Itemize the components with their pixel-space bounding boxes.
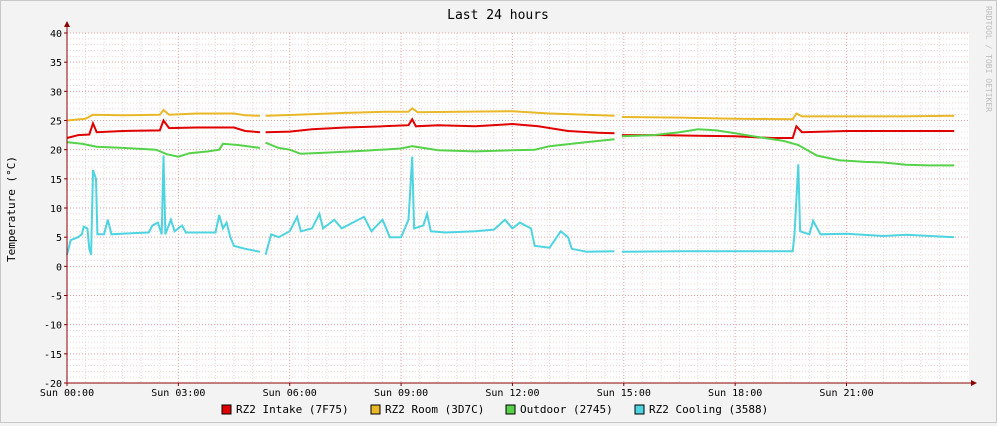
series-line-2 [621,112,955,121]
series-line-2 [66,108,261,122]
series-lines [66,107,955,255]
legend-label: RZ2 Cooling (3588) [649,403,768,416]
x-tick-label: Sun 06:00 [263,388,317,399]
series-line-3 [265,138,615,155]
y-tick-label: 35 [50,58,62,69]
y-tick-label: -15 [44,350,62,361]
legend-item: RZ2 Room (3D7C) [370,403,484,416]
legend-item: Outdoor (2745) [505,403,613,416]
series-line-3 [66,141,261,158]
y-tick-labels: 40 35 30 25 20 15 10 5 0 -5 -10 -15 -20 [44,29,62,390]
legend-item: RZ2 Intake (7F75) [221,403,349,416]
x-tick-label: Sun 00:00 [40,388,94,399]
y-tick-label: 0 [56,262,62,273]
series-line-4 [621,164,955,253]
y-tick-label: 15 [50,175,62,186]
x-tick-label: Sun 03:00 [151,388,205,399]
legend-swatch [505,404,516,415]
legend-swatch [634,404,645,415]
series-line-4 [264,156,615,255]
legend-label: Outdoor (2745) [520,403,613,416]
legend-label: RZ2 Room (3D7C) [385,403,484,416]
y-axis-arrow [64,21,70,27]
series-line-2 [265,107,615,117]
y-tick-label: 30 [50,87,62,98]
legend: RZ2 Intake (7F75) RZ2 Room (3D7C) Outdoor … [221,403,768,416]
y-tick-label: -10 [44,321,62,332]
legend-label: RZ2 Intake (7F75) [236,403,349,416]
legend-item: RZ2 Cooling (3588) [634,403,768,416]
chart-title: Last 24 hours [447,8,549,23]
x-tick-label: Sun 15:00 [597,388,651,399]
series-line-1 [621,124,955,139]
rrdtool-watermark: RRDTOOL / TOBI OETIKER [984,6,993,112]
x-axis-arrow [971,380,977,386]
y-tick-label: 20 [50,146,62,157]
series-line-3 [621,128,955,167]
y-tick-label: 10 [50,204,62,215]
axes [64,21,977,386]
legend-swatch [221,404,232,415]
series-line-1 [66,118,261,139]
y-tick-label: 25 [50,117,62,128]
x-tick-label: Sun 21:00 [819,388,873,399]
y-tick-label: -20 [44,379,62,390]
y-tick-label: -5 [50,292,62,303]
series-line-4 [66,155,261,255]
x-tick-label: Sun 12:00 [485,388,539,399]
series-line-1 [265,117,615,135]
y-axis-label: Temperature (°C) [5,156,18,262]
x-tick-label: Sun 18:00 [708,388,762,399]
x-tick-label: Sun 09:00 [374,388,428,399]
y-tick-label: 5 [56,233,62,244]
x-tick-labels: Sun 00:00 Sun 03:00 Sun 06:00 Sun 09:00 Sun … [40,388,874,399]
y-tick-label: 40 [50,29,62,40]
legend-swatch [370,404,381,415]
